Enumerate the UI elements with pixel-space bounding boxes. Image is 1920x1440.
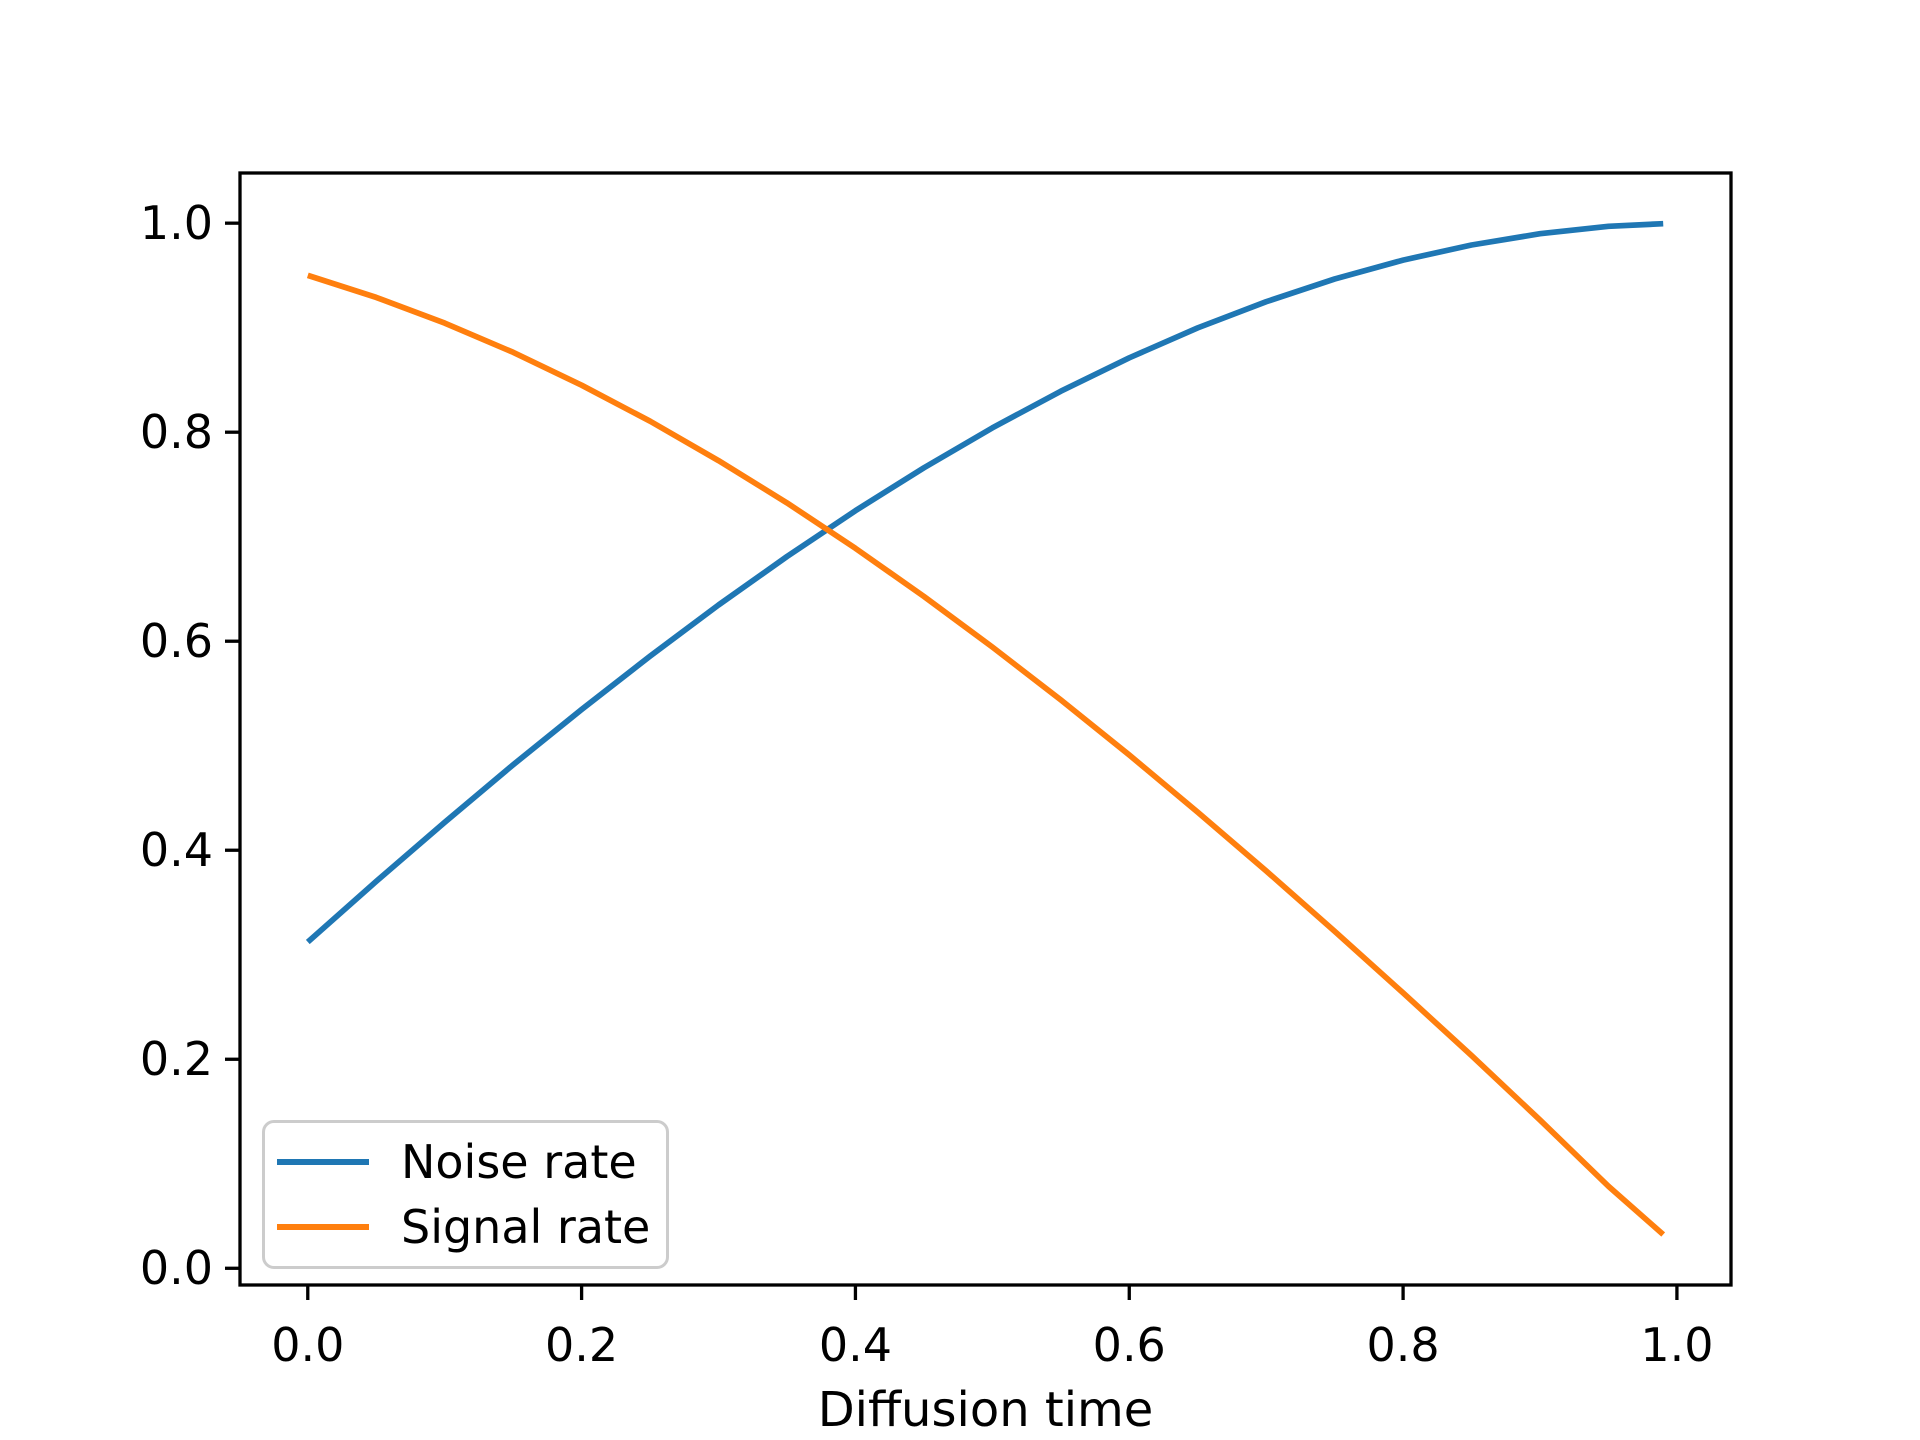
- y-tick-label: 0.2: [139, 1032, 213, 1087]
- x-tick-label: 0.4: [818, 1318, 892, 1372]
- signal-rate-line: [306, 272, 1666, 1237]
- legend-line-sample: [277, 1224, 369, 1230]
- legend-label: Signal rate: [401, 1200, 651, 1254]
- x-axis-label: Diffusion time: [817, 1382, 1154, 1438]
- x-tick-label: 0.2: [545, 1318, 619, 1372]
- y-tick-label: 0.0: [139, 1241, 213, 1296]
- legend-entry-signal-rate: Signal rate: [277, 1201, 650, 1253]
- x-tick-label: 0.0: [271, 1318, 345, 1372]
- y-tick-label: 0.8: [139, 405, 213, 460]
- y-tick-label: 0.6: [139, 614, 213, 669]
- y-tick-label: 1.0: [139, 196, 213, 251]
- x-tick-label: 1.0: [1640, 1318, 1714, 1372]
- legend-label: Noise rate: [401, 1135, 637, 1189]
- legend-entry-noise-rate: Noise rate: [277, 1136, 650, 1188]
- y-tick-label: 0.4: [139, 823, 213, 878]
- x-tick-label: 0.8: [1366, 1318, 1440, 1372]
- legend: Noise rate Signal rate: [262, 1120, 670, 1269]
- legend-line-sample: [277, 1159, 369, 1165]
- x-tick-label: 0.6: [1092, 1318, 1166, 1372]
- plot-frame: [238, 171, 1733, 1287]
- noise-rate-line: [305, 220, 1664, 945]
